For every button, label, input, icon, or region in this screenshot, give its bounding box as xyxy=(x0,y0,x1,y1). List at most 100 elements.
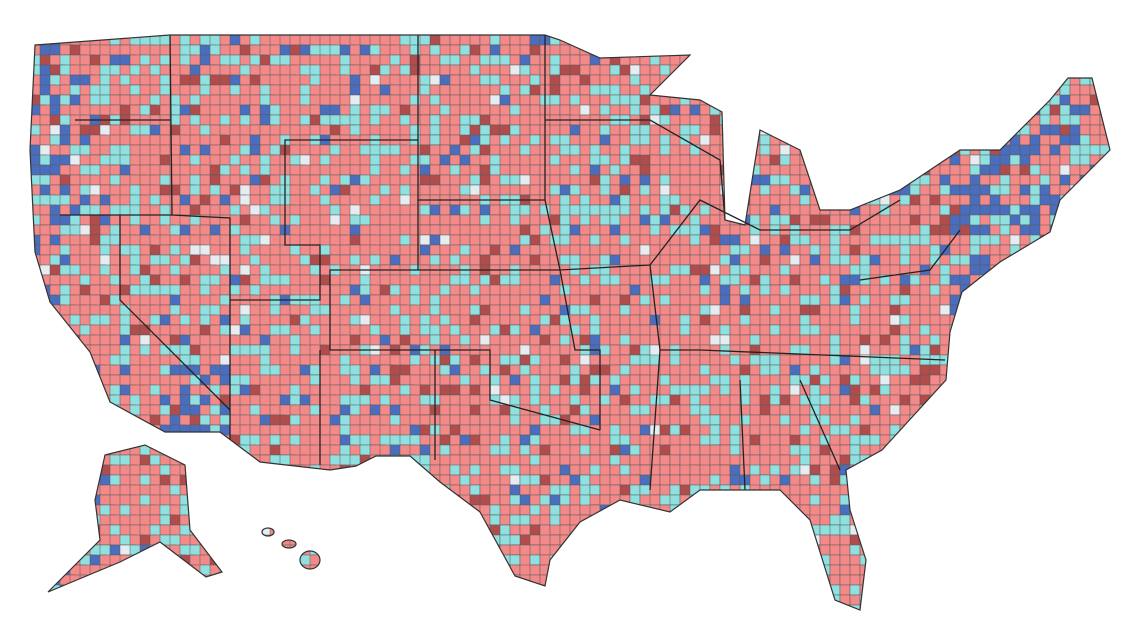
county xyxy=(799,314,811,326)
county xyxy=(989,424,1001,436)
county xyxy=(759,304,771,316)
county xyxy=(1039,404,1051,416)
county xyxy=(30,444,37,478)
county xyxy=(759,244,771,256)
county xyxy=(749,35,761,46)
county xyxy=(899,234,911,246)
county xyxy=(779,414,791,426)
county xyxy=(899,154,911,176)
county xyxy=(559,64,571,76)
county xyxy=(30,264,37,298)
county xyxy=(869,104,881,116)
county xyxy=(809,414,821,426)
county xyxy=(499,344,511,356)
county xyxy=(499,114,511,126)
county xyxy=(779,124,791,136)
county xyxy=(859,304,871,316)
county xyxy=(939,314,951,326)
county xyxy=(1099,374,1110,386)
county xyxy=(979,35,991,56)
county xyxy=(989,84,1011,96)
county xyxy=(919,134,931,146)
county xyxy=(909,434,921,446)
county xyxy=(909,224,921,236)
county xyxy=(529,54,541,66)
county xyxy=(549,444,561,456)
county xyxy=(30,354,47,372)
county xyxy=(759,204,771,216)
county xyxy=(1029,444,1041,456)
county xyxy=(1099,144,1110,156)
county xyxy=(39,454,57,488)
county xyxy=(699,234,711,246)
county xyxy=(839,334,851,346)
county xyxy=(1009,374,1021,386)
county xyxy=(879,154,901,176)
county xyxy=(599,84,611,96)
county xyxy=(1039,264,1061,276)
county xyxy=(1039,204,1051,216)
county xyxy=(79,424,97,442)
county xyxy=(529,134,541,146)
county xyxy=(549,314,561,326)
county xyxy=(879,444,891,466)
county xyxy=(809,64,821,76)
county xyxy=(729,374,741,386)
county xyxy=(629,64,641,76)
county xyxy=(869,144,881,156)
county xyxy=(439,204,451,216)
county xyxy=(919,154,931,166)
county xyxy=(859,224,871,236)
county xyxy=(489,94,501,106)
county xyxy=(769,74,781,86)
county xyxy=(639,174,651,186)
county xyxy=(449,104,461,116)
county xyxy=(489,64,501,76)
county xyxy=(639,94,651,106)
county xyxy=(649,84,671,96)
county xyxy=(1099,84,1110,96)
county xyxy=(959,264,971,276)
county xyxy=(849,114,861,126)
county xyxy=(1089,444,1101,466)
county xyxy=(689,64,701,86)
county xyxy=(459,54,471,66)
county xyxy=(879,144,901,156)
county xyxy=(999,404,1021,426)
county xyxy=(1059,134,1071,146)
county xyxy=(1039,384,1051,396)
county xyxy=(1079,374,1091,386)
county xyxy=(79,374,97,392)
county xyxy=(469,354,481,366)
county xyxy=(749,104,761,126)
county xyxy=(609,174,621,186)
county xyxy=(319,474,337,492)
county xyxy=(419,104,431,116)
county xyxy=(599,284,611,296)
county xyxy=(1039,454,1051,466)
county xyxy=(819,254,831,266)
county xyxy=(369,464,387,482)
county xyxy=(859,394,871,406)
county xyxy=(1079,234,1101,246)
county xyxy=(1089,154,1101,166)
county xyxy=(1069,274,1091,296)
county xyxy=(1049,134,1061,146)
county xyxy=(489,294,501,306)
county xyxy=(779,264,791,276)
county xyxy=(999,274,1011,286)
county xyxy=(569,424,581,436)
county xyxy=(619,144,631,156)
county xyxy=(509,134,521,146)
county xyxy=(459,364,471,376)
county xyxy=(49,324,67,358)
county xyxy=(579,174,591,186)
county xyxy=(719,114,741,126)
county xyxy=(709,64,721,76)
county xyxy=(829,44,841,56)
county xyxy=(689,214,701,226)
county xyxy=(499,294,511,306)
county xyxy=(999,454,1011,466)
county xyxy=(1059,184,1071,196)
